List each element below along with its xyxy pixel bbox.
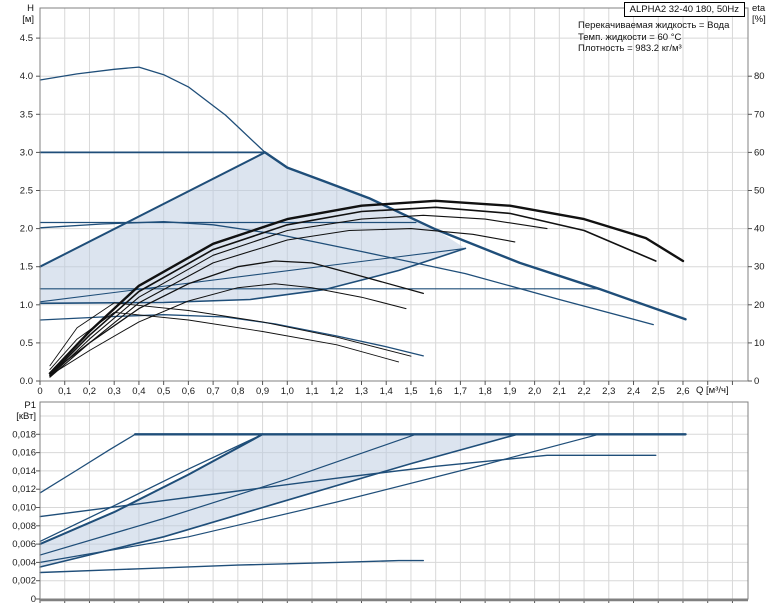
x-tick-label: 1,6 [429,386,442,397]
y-tick-label: 0.0 [20,376,33,387]
x-tick-label: 2,6 [676,386,689,397]
eta-curve-1-curve [48,199,685,375]
fluid-type-line: Перекачиваемая жидкость = Вода [578,20,730,31]
eta-tick-label: 70 [754,109,765,120]
p1-speed-II-curve [39,454,657,518]
eta-tick-label: 10 [754,338,765,349]
x-tick-label: 1,5 [404,386,417,397]
y-tick-label: 3.0 [20,147,33,158]
x-tick-label: 2,2 [577,386,590,397]
y-tick-label: 0,006 [12,539,36,550]
pump-model-title: ALPHA2 32-40 180, 50Hz [623,2,745,17]
x-tick-label: 1,8 [479,386,492,397]
fluid-info-block: Перекачиваемая жидкость = Вода Темп. жид… [578,20,729,55]
fluid-density-line: Плотность = 983.2 кг/м³ [578,43,682,54]
x-tick-label: 0,6 [182,386,195,397]
speed-III-fall-curve [263,151,687,321]
head-axis-unit: [м] [22,14,34,25]
p1-const-pressure-2.1m-curve [39,433,417,556]
p1-prop-pressure-lower-curve [39,433,519,568]
y-tick-label: 2.0 [20,224,33,235]
x-tick-label: 2,1 [553,386,566,397]
y-tick-label: 2.5 [20,186,33,197]
eta-curve-3-curve [49,214,548,377]
y-tick-label: 4.5 [20,33,33,44]
power-axis-unit: [кВт] [16,411,36,422]
eta-tick-label: 50 [754,186,765,197]
p1-prop-pressure-upper-curve [39,433,264,546]
x-tick-label: 1,2 [330,386,343,397]
x-tick-label: 1,4 [380,386,393,397]
eta-curve-6-curve [49,283,407,376]
x-tick-label: 2,5 [652,386,665,397]
x-tick-label: 1,0 [281,386,294,397]
y-tick-label: 0,008 [12,521,36,532]
x-tick-label: 1,9 [503,386,516,397]
x-tick-label: 1,3 [355,386,368,397]
x-tick-label: 0,5 [157,386,170,397]
eta-curve-4-curve [49,228,516,378]
p1-speed-I-curve [39,559,424,574]
p1-speed-III-rise-curve [39,433,136,494]
autoadapt-range [40,152,466,304]
eta-tick-label: 30 [754,262,765,273]
y-tick-label: 0,010 [12,503,36,514]
p1-const-pressure-3.0m-curve [39,433,264,543]
eta-tick-label: 40 [754,224,765,235]
x-tick-label: 0,3 [108,386,121,397]
eta-tick-label: 20 [754,300,765,311]
power-axis-label: P1 [кВт] [0,400,36,422]
y-tick-label: 0,012 [12,484,36,495]
eta-curve-2-curve [49,206,657,377]
autoadapt-lower-limit-curve [39,247,467,305]
prop-pressure-upper-curve [39,151,266,268]
x-tick-label: 0,9 [256,386,269,397]
x-tick-label: 1,7 [454,386,467,397]
eta-curve-5-curve [49,260,424,375]
speed-II-curve [39,221,654,326]
y-tick-label: 0.5 [20,338,33,349]
x-tick-label: 2,3 [602,386,615,397]
speed-I-curve [39,314,424,357]
x-tick-label: 0,4 [132,386,145,397]
y-tick-label: 0,004 [12,557,36,568]
y-tick-label: 3.5 [20,109,33,120]
x-tick-label: 0 [37,386,42,397]
y-tick-label: 0 [31,594,36,605]
flow-axis-label: Q [м³/ч] [696,385,729,396]
y-tick-label: 4.0 [20,71,33,82]
power-axis-symbol: P1 [24,400,36,411]
speed-III-rise-curve [39,66,266,154]
eta-curve-7-curve [49,302,412,367]
eta-axis-unit: [%] [752,14,766,25]
p1-const-pressure-1.2m-curve [39,433,600,564]
eta-tick-label: 80 [754,71,765,82]
x-tick-label: 2,0 [528,386,541,397]
prop-pressure-mid-curve [39,247,466,303]
x-tick-label: 0,2 [83,386,96,397]
head-axis-symbol: H [27,3,34,14]
eta-curve-8-curve [49,311,400,371]
plot-frame [39,7,749,382]
y-tick-label: 1.0 [20,300,33,311]
x-tick-label: 0,1 [58,386,71,397]
x-tick-label: 0,8 [231,386,244,397]
eta-tick-label: 0 [754,376,759,387]
y-tick-label: 0,018 [12,429,36,440]
y-tick-label: 0,002 [12,576,36,587]
fluid-temp-line: Темп. жидкости = 60 °C [578,31,682,43]
y-tick-label: 0,016 [12,448,36,459]
x-tick-label: 0,7 [207,386,220,397]
eta-tick-label: 60 [754,147,765,158]
eta-axis-symbol: eta [752,3,766,14]
x-tick-label: 1,1 [305,386,318,397]
autoadapt-power-range [40,434,518,567]
y-tick-label: 0,014 [12,466,36,477]
x-tick-label: 2,4 [627,386,640,397]
eta-axis-label: eta [%] [752,3,766,25]
y-tick-label: 1.5 [20,262,33,273]
head-axis-label: H [м] [4,3,34,25]
